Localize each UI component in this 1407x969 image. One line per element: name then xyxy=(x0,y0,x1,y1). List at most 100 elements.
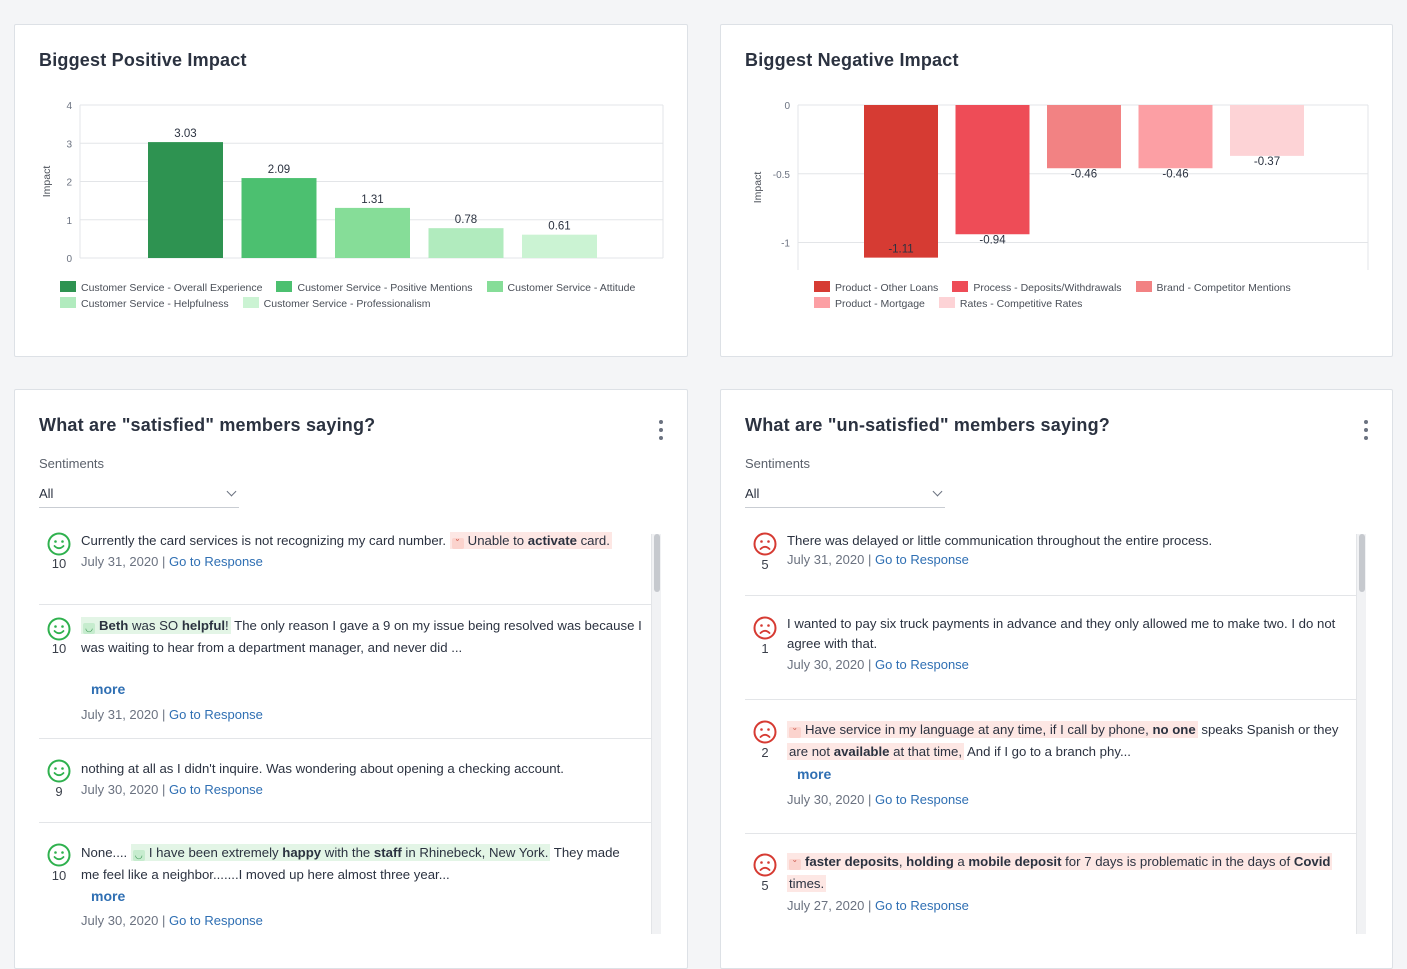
list-item: 9 nothing at all as I didn't inquire. Wa… xyxy=(39,739,651,823)
score: 9 xyxy=(55,784,63,799)
legend-item[interactable]: Customer Service - Overall Experience xyxy=(60,280,262,296)
go-to-response-link[interactable]: Go to Response xyxy=(874,792,969,807)
y-tick-label: -0.5 xyxy=(773,170,791,181)
legend-label: Customer Service - Helpfulness xyxy=(81,298,229,310)
legend-item[interactable]: Customer Service - Helpfulness xyxy=(60,296,229,312)
legend-label: Rates - Competitive Rates xyxy=(959,298,1083,310)
data-label: 3.03 xyxy=(174,128,196,140)
go-to-response-link[interactable]: Go to Response xyxy=(874,552,969,567)
data-label: 1.31 xyxy=(361,194,383,206)
bar xyxy=(241,178,317,258)
y-axis-label: Impact xyxy=(752,172,764,204)
go-to-response-link[interactable]: Go to Response xyxy=(874,898,969,913)
satisfied-more-options-icon[interactable] xyxy=(659,420,665,444)
y-tick-label: 3 xyxy=(66,139,72,150)
unsatisfied-more-options-icon[interactable] xyxy=(1364,420,1370,444)
y-tick-label: 0 xyxy=(66,254,72,265)
y-tick-label: -1 xyxy=(781,239,790,250)
legend-swatch xyxy=(60,297,76,308)
response-text: ◡ Beth was SO helpful! The only reason I … xyxy=(81,617,642,655)
unsatisfied-card: What are "un-satisfied" members saying? … xyxy=(720,389,1393,969)
positive-highlight: ◡ Beth was SO helpful! xyxy=(81,617,231,634)
data-label: -0.94 xyxy=(979,234,1006,246)
legend-item[interactable]: Brand - Competitor Mentions xyxy=(1135,280,1291,296)
negative-impact-title: Biggest Negative Impact xyxy=(745,50,959,70)
legend-item[interactable]: Customer Service - Professionalism xyxy=(242,296,431,312)
legend-item[interactable]: Customer Service - Attitude xyxy=(486,280,635,296)
response-text: nothing at all as I didn't inquire. Was … xyxy=(81,761,564,776)
legend-item[interactable]: Product - Mortgage xyxy=(814,296,925,312)
response-meta: July 30, 2020 | Go to Response xyxy=(787,792,969,807)
list-item: 1 I wanted to pay six truck payments in … xyxy=(745,596,1357,700)
more-link[interactable]: more xyxy=(91,681,126,697)
response-date: July 31, 2020 xyxy=(81,707,159,722)
negative-highlight: ˘ Have service in my language at any time… xyxy=(787,721,1198,738)
positive-highlight: ◡ I have been extremely happy with the st… xyxy=(130,844,551,861)
response-text: None.... ◡ I have been extremely happy wi… xyxy=(81,844,620,882)
satisfied-title: What are "satisfied" members saying? xyxy=(39,415,376,435)
bar xyxy=(335,207,410,258)
unsatisfied-title: What are "un-satisfied" members saying? xyxy=(745,415,1110,435)
response-meta: July 31, 2020 | Go to Response xyxy=(787,552,969,567)
list-item: 5 ˘ faster deposits, holding a mobile dep… xyxy=(745,834,1357,934)
frown-mini-icon: ˘ xyxy=(451,538,464,549)
sentiments-select[interactable]: All xyxy=(39,486,239,508)
scrollbar-thumb[interactable] xyxy=(654,534,660,592)
response-date: July 27, 2020 xyxy=(787,898,865,913)
response-date: July 30, 2020 xyxy=(81,782,159,797)
smiley-face-icon xyxy=(47,843,71,867)
list-item: 10 ◡ Beth was SO helpful! The only reason… xyxy=(39,605,651,739)
sad-face-icon xyxy=(753,720,777,744)
satisfied-card: What are "satisfied" members saying? Sen… xyxy=(14,389,688,969)
go-to-response-link[interactable]: Go to Response xyxy=(168,707,263,722)
positive-impact-card: Biggest Positive Impact 0 1 2 3 4 Impact 3.03 2… xyxy=(14,24,688,357)
smile-mini-icon: ◡ xyxy=(132,850,145,861)
sentiments-label: Sentiments xyxy=(39,456,105,471)
sentiments-select[interactable]: All xyxy=(745,486,945,508)
response-date: July 30, 2020 xyxy=(787,792,865,807)
bar xyxy=(148,142,223,258)
bar xyxy=(955,105,1030,235)
bar xyxy=(864,105,938,258)
legend-item[interactable]: Customer Service - Positive Mentions xyxy=(276,280,473,296)
go-to-response-link[interactable]: Go to Response xyxy=(168,782,263,797)
legend-label: Product - Other Loans xyxy=(835,282,939,294)
legend-item[interactable]: Process - Deposits/Withdrawals xyxy=(952,280,1122,296)
sentiments-select-value: All xyxy=(745,486,760,501)
smiley-face-icon xyxy=(47,617,71,641)
positive-impact-title: Biggest Positive Impact xyxy=(39,50,247,70)
go-to-response-link[interactable]: Go to Response xyxy=(168,913,263,928)
negative-highlight: are not available at that time, xyxy=(787,743,965,760)
negative-highlight: ˘ faster deposits, holding a mobile depos… xyxy=(787,853,1333,870)
more-link[interactable]: more xyxy=(797,766,832,782)
more-link[interactable]: more xyxy=(91,888,126,904)
scrollbar-thumb[interactable] xyxy=(1359,534,1365,592)
list-item: 5 There was delayed or little communicat… xyxy=(745,520,1357,596)
negative-highlight: ˘ Unable to activate card. xyxy=(449,532,612,549)
negative-impact-legend: Product - Other Loans Process - Deposits/… xyxy=(814,280,1334,312)
bar xyxy=(1230,105,1304,156)
legend-label: Customer Service - Positive Mentions xyxy=(297,282,473,294)
sad-face-icon xyxy=(753,853,777,877)
legend-label: Customer Service - Overall Experience xyxy=(81,282,263,294)
response-meta: July 27, 2020 | Go to Response xyxy=(787,898,969,913)
bar xyxy=(522,234,597,258)
positive-impact-chart: 0 1 2 3 4 Impact 3.03 2.09 1.31 0.78 0.61 xyxy=(41,101,664,265)
sad-face-icon xyxy=(753,532,777,556)
list-item: 10 Currently the card services is not re… xyxy=(39,520,651,605)
smile-mini-icon: ◡ xyxy=(83,623,95,634)
legend-item[interactable]: Rates - Competitive Rates xyxy=(938,296,1083,312)
scrollbar[interactable] xyxy=(1356,534,1366,934)
response-date: July 30, 2020 xyxy=(81,913,159,928)
sad-face-icon xyxy=(753,616,777,640)
scrollbar[interactable] xyxy=(651,534,661,934)
legend-swatch xyxy=(938,297,955,308)
go-to-response-link[interactable]: Go to Response xyxy=(168,554,263,569)
frown-mini-icon: ˘ xyxy=(789,727,801,738)
sentiments-label: Sentiments xyxy=(745,456,811,471)
data-label: -1.11 xyxy=(888,244,913,256)
go-to-response-link[interactable]: Go to Response xyxy=(874,657,969,672)
legend-item[interactable]: Product - Other Loans xyxy=(814,280,938,296)
data-label: -0.46 xyxy=(1071,168,1097,180)
response-text: ˘ Have service in my language at any time… xyxy=(787,721,1339,760)
